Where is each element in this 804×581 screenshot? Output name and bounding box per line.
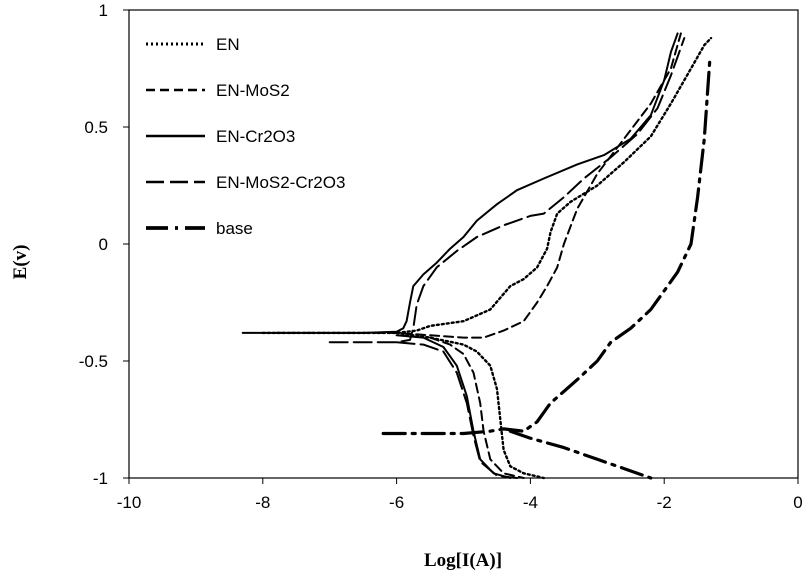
x-tick-label: -8 xyxy=(255,493,270,512)
series-line-cathodic-branch xyxy=(395,341,518,479)
x-axis-title: Log[I(A)] xyxy=(424,550,502,571)
series-line-en-mos2-cr2o3 xyxy=(328,37,686,344)
legend-label: EN xyxy=(216,35,240,54)
ticks-layer: -10 -8 -6 -4 -2 0 -1 -0.5 0 0.5 1 xyxy=(79,1,803,512)
y-tick-label: 1 xyxy=(99,1,108,20)
series-line-cathodic-branch xyxy=(508,429,653,480)
y-tick-label: -1 xyxy=(93,469,108,488)
y-tick-label: -0.5 xyxy=(79,352,108,371)
legend-label: base xyxy=(216,219,253,238)
legend-label: EN-MoS2-Cr2O3 xyxy=(216,173,345,192)
y-axis-title: E(v) xyxy=(10,245,31,280)
legend-label: EN-Cr2O3 xyxy=(216,127,295,146)
legend-label: EN-MoS2 xyxy=(216,81,290,100)
x-tick-label: 0 xyxy=(793,493,802,512)
series-line-en-cr2o3 xyxy=(241,32,679,334)
series-line-cathodic-branch xyxy=(395,334,512,479)
x-tick-label: -10 xyxy=(117,493,142,512)
series-line-en xyxy=(261,36,713,335)
series-line-en-mos2 xyxy=(275,32,682,339)
series-layer xyxy=(241,32,713,480)
series-line-cathodic-branch xyxy=(395,331,545,480)
x-tick-label: -2 xyxy=(657,493,672,512)
y-tick-label: 0.5 xyxy=(84,118,108,137)
x-tick-label: -6 xyxy=(389,493,404,512)
x-tick-label: -4 xyxy=(523,493,538,512)
legend: EN EN-MoS2 EN-Cr2O3 EN-MoS2-Cr2O3 base xyxy=(146,35,345,238)
series-line-base xyxy=(381,59,712,436)
series-line-cathodic-branch xyxy=(429,336,525,479)
y-tick-label: 0 xyxy=(99,235,108,254)
